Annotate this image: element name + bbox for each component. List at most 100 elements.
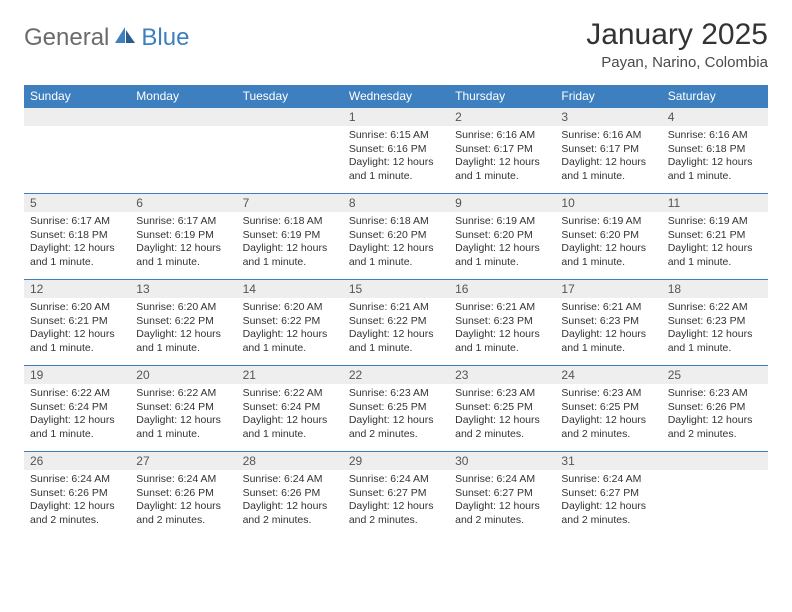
day-number	[24, 108, 130, 126]
calendar-cell: 31Sunrise: 6:24 AMSunset: 6:27 PMDayligh…	[555, 452, 661, 538]
day-number: 8	[343, 194, 449, 212]
calendar-cell: 8Sunrise: 6:18 AMSunset: 6:20 PMDaylight…	[343, 194, 449, 280]
day-info: Sunrise: 6:20 AMSunset: 6:21 PMDaylight:…	[24, 298, 130, 362]
day-number: 11	[662, 194, 768, 212]
day-info: Sunrise: 6:19 AMSunset: 6:21 PMDaylight:…	[662, 212, 768, 276]
day-number: 5	[24, 194, 130, 212]
calendar-cell: 20Sunrise: 6:22 AMSunset: 6:24 PMDayligh…	[130, 366, 236, 452]
day-info: Sunrise: 6:16 AMSunset: 6:17 PMDaylight:…	[449, 126, 555, 190]
day-info: Sunrise: 6:24 AMSunset: 6:26 PMDaylight:…	[24, 470, 130, 534]
weekday-header: Sunday	[24, 85, 130, 108]
calendar-cell: 18Sunrise: 6:22 AMSunset: 6:23 PMDayligh…	[662, 280, 768, 366]
day-number: 17	[555, 280, 661, 298]
day-info: Sunrise: 6:23 AMSunset: 6:26 PMDaylight:…	[662, 384, 768, 448]
day-info: Sunrise: 6:21 AMSunset: 6:22 PMDaylight:…	[343, 298, 449, 362]
day-info: Sunrise: 6:24 AMSunset: 6:26 PMDaylight:…	[237, 470, 343, 534]
weekday-header: Monday	[130, 85, 236, 108]
sail-icon	[113, 24, 137, 52]
day-number: 4	[662, 108, 768, 126]
calendar-cell: 5Sunrise: 6:17 AMSunset: 6:18 PMDaylight…	[24, 194, 130, 280]
day-number: 13	[130, 280, 236, 298]
day-number: 7	[237, 194, 343, 212]
day-number	[130, 108, 236, 126]
day-info: Sunrise: 6:22 AMSunset: 6:23 PMDaylight:…	[662, 298, 768, 362]
day-info: Sunrise: 6:19 AMSunset: 6:20 PMDaylight:…	[555, 212, 661, 276]
month-title: January 2025	[586, 18, 768, 52]
day-info: Sunrise: 6:22 AMSunset: 6:24 PMDaylight:…	[237, 384, 343, 448]
day-number: 24	[555, 366, 661, 384]
title-block: January 2025 Payan, Narino, Colombia	[586, 18, 768, 71]
day-number: 19	[24, 366, 130, 384]
day-number: 26	[24, 452, 130, 470]
day-number: 31	[555, 452, 661, 470]
weekday-header: Tuesday	[237, 85, 343, 108]
calendar-cell: 29Sunrise: 6:24 AMSunset: 6:27 PMDayligh…	[343, 452, 449, 538]
day-number: 16	[449, 280, 555, 298]
day-number: 20	[130, 366, 236, 384]
calendar-cell: 3Sunrise: 6:16 AMSunset: 6:17 PMDaylight…	[555, 108, 661, 194]
day-info: Sunrise: 6:22 AMSunset: 6:24 PMDaylight:…	[24, 384, 130, 448]
day-info: Sunrise: 6:17 AMSunset: 6:18 PMDaylight:…	[24, 212, 130, 276]
calendar-cell: 13Sunrise: 6:20 AMSunset: 6:22 PMDayligh…	[130, 280, 236, 366]
day-number: 14	[237, 280, 343, 298]
calendar-cell: 24Sunrise: 6:23 AMSunset: 6:25 PMDayligh…	[555, 366, 661, 452]
day-number: 22	[343, 366, 449, 384]
day-number: 21	[237, 366, 343, 384]
weekday-header: Saturday	[662, 85, 768, 108]
day-info: Sunrise: 6:16 AMSunset: 6:18 PMDaylight:…	[662, 126, 768, 190]
calendar-cell: 15Sunrise: 6:21 AMSunset: 6:22 PMDayligh…	[343, 280, 449, 366]
day-number	[662, 452, 768, 470]
day-number: 1	[343, 108, 449, 126]
day-info: Sunrise: 6:17 AMSunset: 6:19 PMDaylight:…	[130, 212, 236, 276]
calendar-row: 5Sunrise: 6:17 AMSunset: 6:18 PMDaylight…	[24, 194, 768, 280]
calendar-cell: 7Sunrise: 6:18 AMSunset: 6:19 PMDaylight…	[237, 194, 343, 280]
logo: General Blue	[24, 24, 189, 52]
calendar-cell: 23Sunrise: 6:23 AMSunset: 6:25 PMDayligh…	[449, 366, 555, 452]
day-info: Sunrise: 6:24 AMSunset: 6:27 PMDaylight:…	[343, 470, 449, 534]
calendar-cell: 14Sunrise: 6:20 AMSunset: 6:22 PMDayligh…	[237, 280, 343, 366]
day-info: Sunrise: 6:23 AMSunset: 6:25 PMDaylight:…	[449, 384, 555, 448]
calendar-cell: 22Sunrise: 6:23 AMSunset: 6:25 PMDayligh…	[343, 366, 449, 452]
day-number: 6	[130, 194, 236, 212]
day-number: 27	[130, 452, 236, 470]
calendar-cell	[237, 108, 343, 194]
day-number: 23	[449, 366, 555, 384]
day-number: 10	[555, 194, 661, 212]
calendar-cell: 9Sunrise: 6:19 AMSunset: 6:20 PMDaylight…	[449, 194, 555, 280]
day-number: 3	[555, 108, 661, 126]
calendar-cell: 27Sunrise: 6:24 AMSunset: 6:26 PMDayligh…	[130, 452, 236, 538]
calendar-cell: 4Sunrise: 6:16 AMSunset: 6:18 PMDaylight…	[662, 108, 768, 194]
logo-text-1: General	[24, 24, 109, 52]
day-info: Sunrise: 6:24 AMSunset: 6:27 PMDaylight:…	[449, 470, 555, 534]
weekday-header: Wednesday	[343, 85, 449, 108]
day-number: 25	[662, 366, 768, 384]
day-info: Sunrise: 6:15 AMSunset: 6:16 PMDaylight:…	[343, 126, 449, 190]
day-info: Sunrise: 6:18 AMSunset: 6:19 PMDaylight:…	[237, 212, 343, 276]
day-number: 2	[449, 108, 555, 126]
calendar-row: 26Sunrise: 6:24 AMSunset: 6:26 PMDayligh…	[24, 452, 768, 538]
day-number: 9	[449, 194, 555, 212]
day-number	[237, 108, 343, 126]
day-number: 15	[343, 280, 449, 298]
day-info: Sunrise: 6:19 AMSunset: 6:20 PMDaylight:…	[449, 212, 555, 276]
weekday-header-row: SundayMondayTuesdayWednesdayThursdayFrid…	[24, 85, 768, 108]
day-info: Sunrise: 6:24 AMSunset: 6:27 PMDaylight:…	[555, 470, 661, 534]
calendar-row: 12Sunrise: 6:20 AMSunset: 6:21 PMDayligh…	[24, 280, 768, 366]
calendar-cell: 26Sunrise: 6:24 AMSunset: 6:26 PMDayligh…	[24, 452, 130, 538]
day-number: 28	[237, 452, 343, 470]
calendar-cell: 30Sunrise: 6:24 AMSunset: 6:27 PMDayligh…	[449, 452, 555, 538]
day-info: Sunrise: 6:24 AMSunset: 6:26 PMDaylight:…	[130, 470, 236, 534]
day-info: Sunrise: 6:21 AMSunset: 6:23 PMDaylight:…	[555, 298, 661, 362]
logo-text-2: Blue	[141, 24, 189, 52]
calendar-cell	[130, 108, 236, 194]
header: General Blue January 2025 Payan, Narino,…	[24, 18, 768, 71]
day-info: Sunrise: 6:20 AMSunset: 6:22 PMDaylight:…	[237, 298, 343, 362]
day-info: Sunrise: 6:22 AMSunset: 6:24 PMDaylight:…	[130, 384, 236, 448]
calendar-cell: 6Sunrise: 6:17 AMSunset: 6:19 PMDaylight…	[130, 194, 236, 280]
day-info: Sunrise: 6:23 AMSunset: 6:25 PMDaylight:…	[343, 384, 449, 448]
weekday-header: Thursday	[449, 85, 555, 108]
calendar-cell: 2Sunrise: 6:16 AMSunset: 6:17 PMDaylight…	[449, 108, 555, 194]
day-info: Sunrise: 6:23 AMSunset: 6:25 PMDaylight:…	[555, 384, 661, 448]
calendar-cell: 28Sunrise: 6:24 AMSunset: 6:26 PMDayligh…	[237, 452, 343, 538]
calendar-cell: 1Sunrise: 6:15 AMSunset: 6:16 PMDaylight…	[343, 108, 449, 194]
